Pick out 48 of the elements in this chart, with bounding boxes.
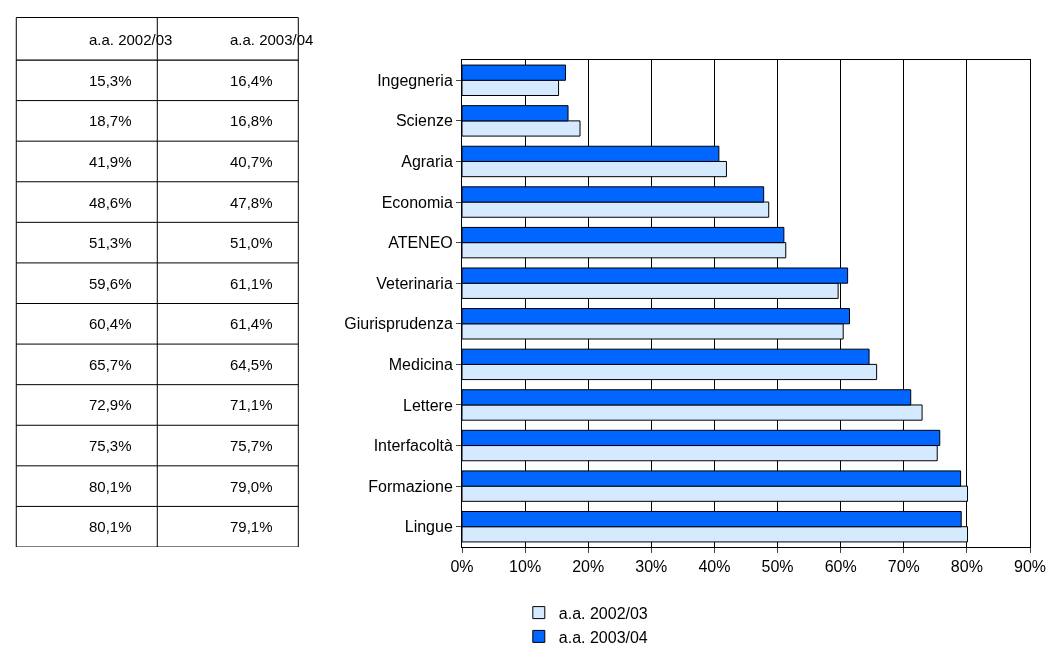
data-label: 41,9% [89, 153, 132, 170]
x-tick-label: 90% [1013, 558, 1047, 576]
data-label: 75,7% [230, 437, 273, 454]
data-label: 60,4% [89, 315, 132, 332]
x-tick-label: 60% [824, 558, 857, 576]
data-label: 65,7% [89, 356, 132, 373]
y-tick-label: Agraria [401, 153, 453, 171]
data-label: 59,6% [89, 275, 132, 292]
data-label: 15,3% [89, 72, 132, 89]
x-tick-label: 40% [698, 558, 731, 576]
y-tick-label: Veterinaria [376, 274, 453, 292]
y-tick-label: Giurisprudenza [344, 315, 453, 333]
y-tick-label: Economia [381, 193, 453, 211]
x-tick-label: 0% [450, 558, 474, 576]
data-label: 80,1% [89, 518, 132, 535]
y-tick-label: Medicina [388, 355, 453, 373]
data-label: 64,5% [230, 356, 273, 373]
y-tick-label: Scienze [395, 112, 453, 130]
x-tick-label: 30% [635, 558, 668, 576]
data-label: 51,0% [230, 234, 273, 251]
data-label: 47,8% [230, 194, 273, 211]
data-label: 79,1% [230, 518, 273, 535]
data-label: 40,7% [230, 153, 273, 170]
x-tick-label: 20% [572, 558, 605, 576]
y-tick-label: Lettere [402, 396, 453, 414]
data-label: 71,1% [230, 396, 273, 413]
data-label: 80,1% [89, 478, 132, 495]
data-label: 51,3% [89, 234, 132, 251]
data-label: 75,3% [89, 437, 132, 454]
data-label: 16,4% [230, 72, 273, 89]
data-label: 48,6% [89, 194, 132, 211]
y-tick-label: Lingue [404, 518, 453, 536]
y-tick-label: Formazione [368, 477, 453, 495]
data-label: 72,9% [89, 396, 132, 413]
data-label: 79,0% [230, 478, 273, 495]
legend-label: a.a. 2003/04 [558, 628, 648, 646]
y-tick-label: Interfacoltà [373, 437, 453, 455]
y-tick-label: ATENEO [388, 234, 453, 252]
data-label: 61,1% [230, 275, 273, 292]
y-tick-label: Ingegneria [377, 71, 453, 89]
x-tick-label: 10% [509, 558, 542, 576]
legend-label: a.a. 2002/03 [558, 604, 648, 622]
data-label: 16,8% [230, 112, 273, 129]
data-label: 18,7% [89, 112, 132, 129]
x-tick-label: 80% [950, 558, 983, 576]
x-tick-label: 50% [761, 558, 794, 576]
x-tick-label: 70% [887, 558, 920, 576]
data-label: 61,4% [230, 315, 273, 332]
